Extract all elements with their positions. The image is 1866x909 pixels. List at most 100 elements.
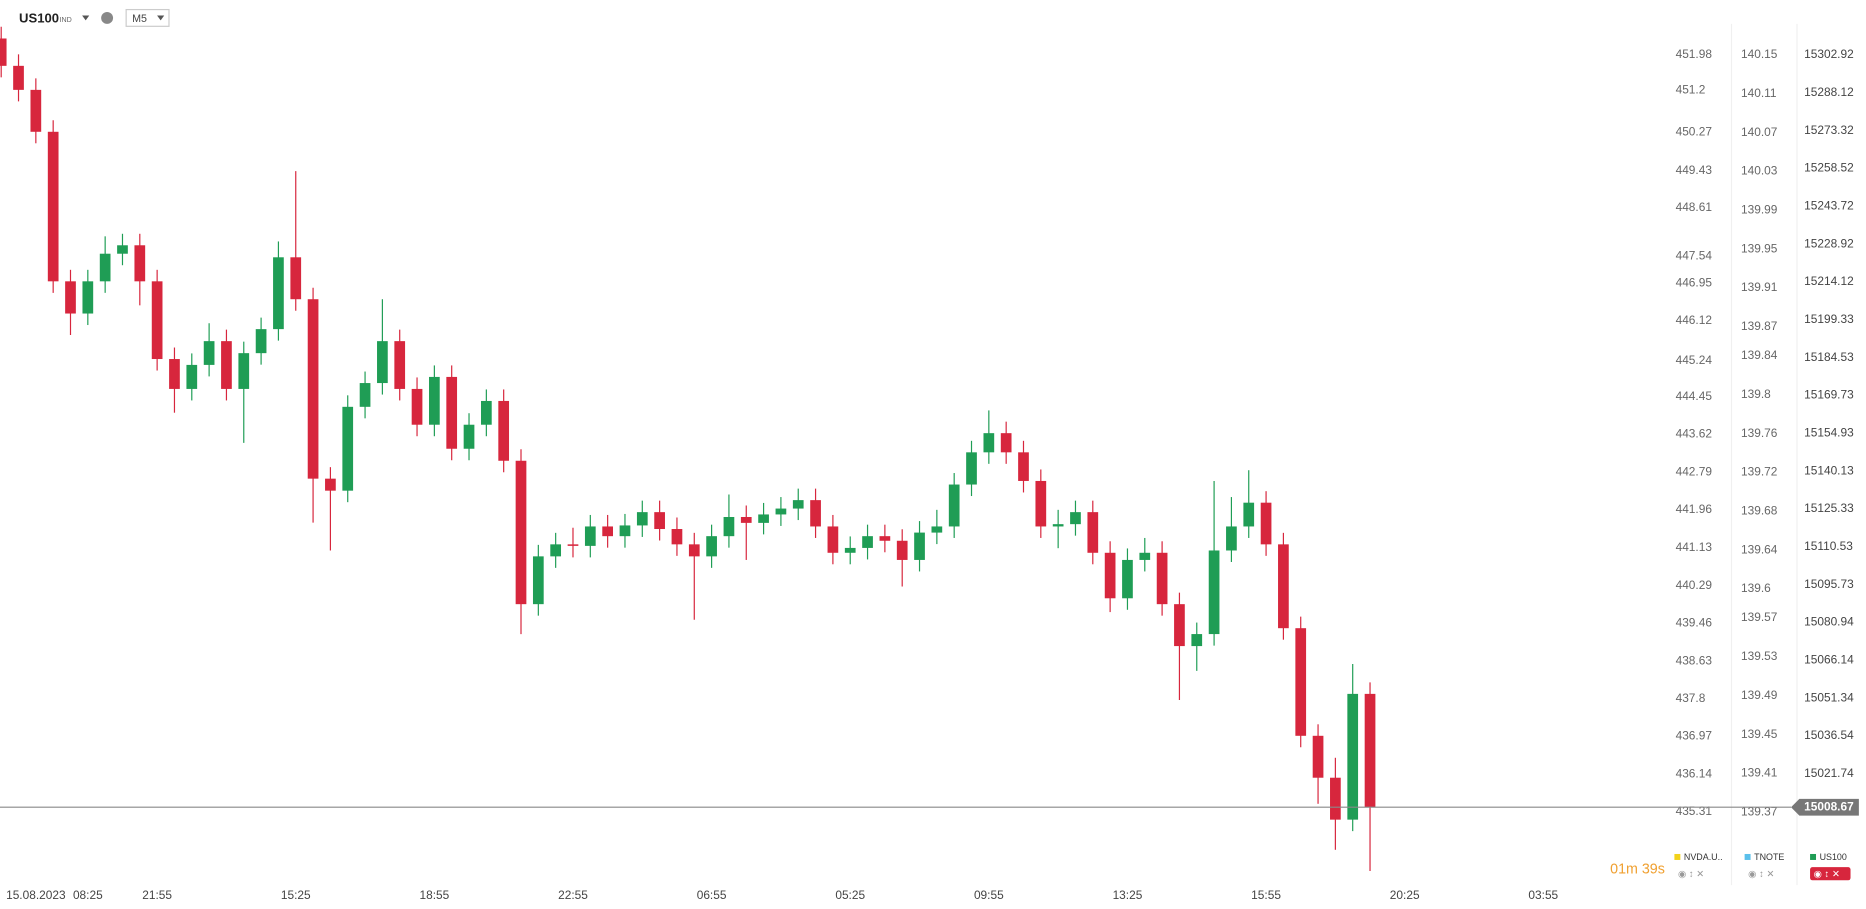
overlay-tick-label: 139.72 bbox=[1741, 465, 1778, 479]
candle-body bbox=[775, 508, 787, 515]
overlay-tick-label: 436.14 bbox=[1676, 766, 1713, 780]
candle-body bbox=[862, 536, 873, 548]
symbol[interactable]: US100 bbox=[19, 11, 59, 26]
y-tick-label: 15110.53 bbox=[1804, 539, 1853, 553]
overlay-tick-label: 139.8 bbox=[1741, 387, 1771, 401]
candle-body bbox=[1330, 777, 1341, 820]
y-tick-label: 15080.94 bbox=[1804, 615, 1854, 629]
overlay-tick-label: 140.03 bbox=[1741, 164, 1778, 178]
instrument-controls[interactable]: ◉ ↕ ✕ bbox=[1814, 869, 1840, 880]
overlay-tick-label: 436.97 bbox=[1676, 729, 1713, 743]
y-tick-label: 15051.34 bbox=[1804, 690, 1854, 704]
candle-body bbox=[186, 364, 198, 389]
instrument-name[interactable]: NVDA.U.. bbox=[1684, 852, 1723, 862]
candle-body bbox=[1295, 628, 1307, 736]
candle-body bbox=[325, 478, 336, 491]
candle-body bbox=[307, 299, 319, 479]
candle-body bbox=[966, 452, 977, 485]
candle-body bbox=[221, 341, 232, 389]
candle-body bbox=[65, 281, 76, 314]
candle-body bbox=[82, 281, 94, 314]
candle-body bbox=[879, 536, 891, 541]
y-tick-label: 15214.12 bbox=[1804, 274, 1854, 288]
candle-body bbox=[1104, 552, 1116, 599]
candle-body bbox=[1312, 735, 1324, 778]
instrument-name[interactable]: TNOTE bbox=[1754, 852, 1784, 862]
timeframe-dropdown[interactable] bbox=[157, 15, 165, 21]
instrument-controls[interactable]: ◉ ↕ ✕ bbox=[1678, 869, 1704, 880]
timeframe[interactable]: M5 bbox=[132, 13, 147, 25]
candle-body bbox=[1156, 552, 1168, 605]
y-tick-label: 15184.53 bbox=[1804, 350, 1854, 364]
candle-body bbox=[983, 433, 995, 453]
overlay-tick-label: 446.95 bbox=[1676, 275, 1713, 289]
y-tick-label: 15154.93 bbox=[1804, 425, 1854, 439]
x-tick-label: 15:55 bbox=[1251, 888, 1281, 902]
candle-body bbox=[740, 516, 752, 523]
instrument-name[interactable]: US100 bbox=[1820, 852, 1847, 862]
candle-body bbox=[1052, 524, 1064, 527]
candle-body bbox=[827, 526, 839, 553]
candle-body bbox=[1191, 634, 1203, 647]
candle-body bbox=[1364, 693, 1376, 808]
candle-body bbox=[134, 245, 146, 282]
candle-body bbox=[1226, 526, 1237, 551]
candle-body bbox=[1035, 480, 1047, 527]
overlay-tick-label: 139.91 bbox=[1741, 280, 1778, 294]
candle-body bbox=[290, 257, 302, 300]
candle-body bbox=[377, 341, 388, 384]
candle-body bbox=[0, 38, 7, 66]
candle-body bbox=[238, 353, 250, 389]
candle-body bbox=[1278, 544, 1289, 629]
candle-body bbox=[602, 526, 613, 537]
instrument-swatch[interactable] bbox=[1810, 853, 1817, 860]
candle-body bbox=[896, 540, 908, 560]
candle-body bbox=[1260, 502, 1272, 545]
candle-body bbox=[550, 544, 562, 557]
candle-body bbox=[532, 556, 544, 605]
overlay-tick-label: 139.76 bbox=[1741, 426, 1778, 440]
y-tick-label: 15302.92 bbox=[1804, 47, 1854, 61]
instrument-swatch[interactable] bbox=[1744, 853, 1751, 860]
candle-body bbox=[463, 424, 475, 449]
symbol-type: IND bbox=[60, 16, 72, 24]
overlay-tick-label: 435.31 bbox=[1676, 804, 1713, 818]
candle-body bbox=[619, 525, 631, 537]
candle-body bbox=[931, 526, 943, 533]
candle-body bbox=[948, 484, 960, 527]
overlay-tick-label: 139.37 bbox=[1741, 804, 1778, 818]
y-tick-label: 15036.54 bbox=[1804, 728, 1854, 742]
candle-body bbox=[203, 341, 215, 365]
symbol-dropdown[interactable] bbox=[82, 15, 90, 21]
x-tick-label: 13:25 bbox=[1113, 888, 1143, 902]
current-price-badge bbox=[1791, 798, 1859, 816]
overlay-tick-label: 140.11 bbox=[1741, 86, 1777, 100]
overlay-tick-label: 140.15 bbox=[1741, 47, 1778, 61]
x-tick-label: 05:25 bbox=[835, 888, 865, 902]
candle-body bbox=[99, 253, 111, 282]
overlay-tick-label: 437.8 bbox=[1676, 691, 1706, 705]
info-icon[interactable] bbox=[101, 11, 114, 24]
overlay-tick-label: 447.54 bbox=[1676, 249, 1713, 263]
overlay-tick-label: 451.2 bbox=[1676, 82, 1706, 96]
overlay-tick-label: 139.45 bbox=[1741, 727, 1778, 741]
overlay-tick-label: 139.95 bbox=[1741, 241, 1778, 255]
candle-body bbox=[584, 526, 596, 546]
overlay-tick-label: 451.98 bbox=[1676, 47, 1713, 61]
candle-body bbox=[13, 65, 24, 90]
overlay-tick-label: 445.24 bbox=[1676, 353, 1713, 367]
instrument-controls[interactable]: ◉ ↕ ✕ bbox=[1748, 869, 1774, 880]
instrument-swatch[interactable] bbox=[1674, 853, 1681, 860]
x-tick-label: 15.08.2023 bbox=[6, 888, 66, 902]
overlay-tick-label: 446.12 bbox=[1676, 313, 1713, 327]
candle-body bbox=[1070, 512, 1081, 525]
overlay-tick-label: 448.61 bbox=[1676, 200, 1713, 214]
candle-body bbox=[792, 500, 804, 509]
candle-body bbox=[169, 359, 180, 389]
timeframe-box[interactable] bbox=[125, 8, 170, 27]
instrument-controls-bg[interactable] bbox=[1810, 867, 1851, 881]
candle-body bbox=[151, 281, 163, 360]
candle-body bbox=[480, 400, 492, 425]
